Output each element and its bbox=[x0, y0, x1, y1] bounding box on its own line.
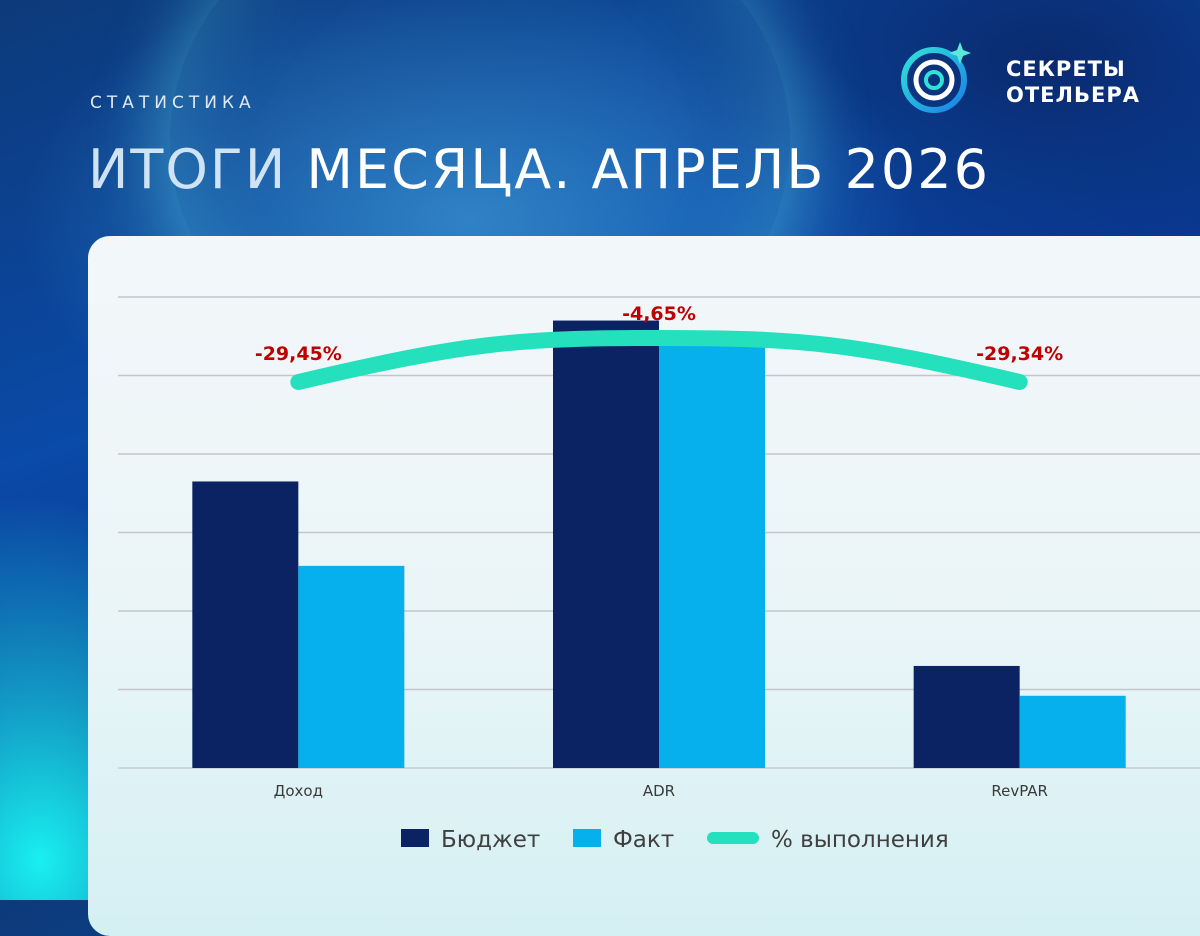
completion-data-label: -29,45% bbox=[255, 343, 342, 365]
x-tick-label: RevPAR bbox=[991, 782, 1048, 800]
page-title-part2: МЕСЯЦА. АПРЕЛЬ 2026 bbox=[306, 138, 990, 201]
bar-fact bbox=[298, 565, 405, 768]
bar-budget bbox=[913, 665, 1020, 768]
x-tick-label: ADR bbox=[643, 782, 675, 800]
bar-budget bbox=[553, 320, 659, 768]
x-tick-label: Доход bbox=[274, 782, 323, 800]
bars bbox=[192, 320, 1126, 768]
bar-fact bbox=[659, 341, 765, 768]
completion-data-label: -4,65% bbox=[622, 303, 696, 325]
brand-name: СЕКРЕТЫ ОТЕЛЬЕРА bbox=[1006, 56, 1140, 108]
x-axis-labels: Доход ADR RevPAR bbox=[274, 782, 1048, 800]
legend: Бюджет Факт % выполнения bbox=[401, 827, 949, 853]
legend-swatch bbox=[401, 829, 429, 847]
completion-line-group: -29,45% -4,65% -29,34% bbox=[255, 303, 1063, 390]
bar-budget bbox=[192, 481, 299, 768]
section-kicker: СТАТИСТИКА bbox=[90, 93, 256, 113]
legend-label: Факт bbox=[613, 827, 674, 853]
legend-swatch bbox=[573, 829, 601, 847]
brand-name-line1: СЕКРЕТЫ bbox=[1006, 57, 1126, 81]
chart-svg: Доход ADR RevPAR -29,45% -4,65% -29,34% Бюдж… bbox=[118, 296, 1200, 853]
legend-label: % выполнения bbox=[771, 827, 949, 853]
page-title-part1: ИТОГИ bbox=[88, 138, 288, 201]
brand-logo: СЕКРЕТЫ ОТЕЛЬЕРА bbox=[898, 38, 1158, 118]
chart-panel: Доход ADR RevPAR -29,45% -4,65% -29,34% Бюдж… bbox=[88, 236, 1200, 936]
legend-label: Бюджет bbox=[441, 827, 540, 853]
page-title: ИТОГИ МЕСЯЦА. АПРЕЛЬ 2026 bbox=[88, 138, 990, 201]
bar-fact bbox=[1019, 695, 1126, 768]
circle-orbit-sparkle-icon bbox=[901, 42, 971, 113]
brand-name-line2: ОТЕЛЬЕРА bbox=[1006, 83, 1140, 107]
completion-line bbox=[290, 329, 1028, 390]
completion-data-label: -29,34% bbox=[976, 343, 1063, 365]
